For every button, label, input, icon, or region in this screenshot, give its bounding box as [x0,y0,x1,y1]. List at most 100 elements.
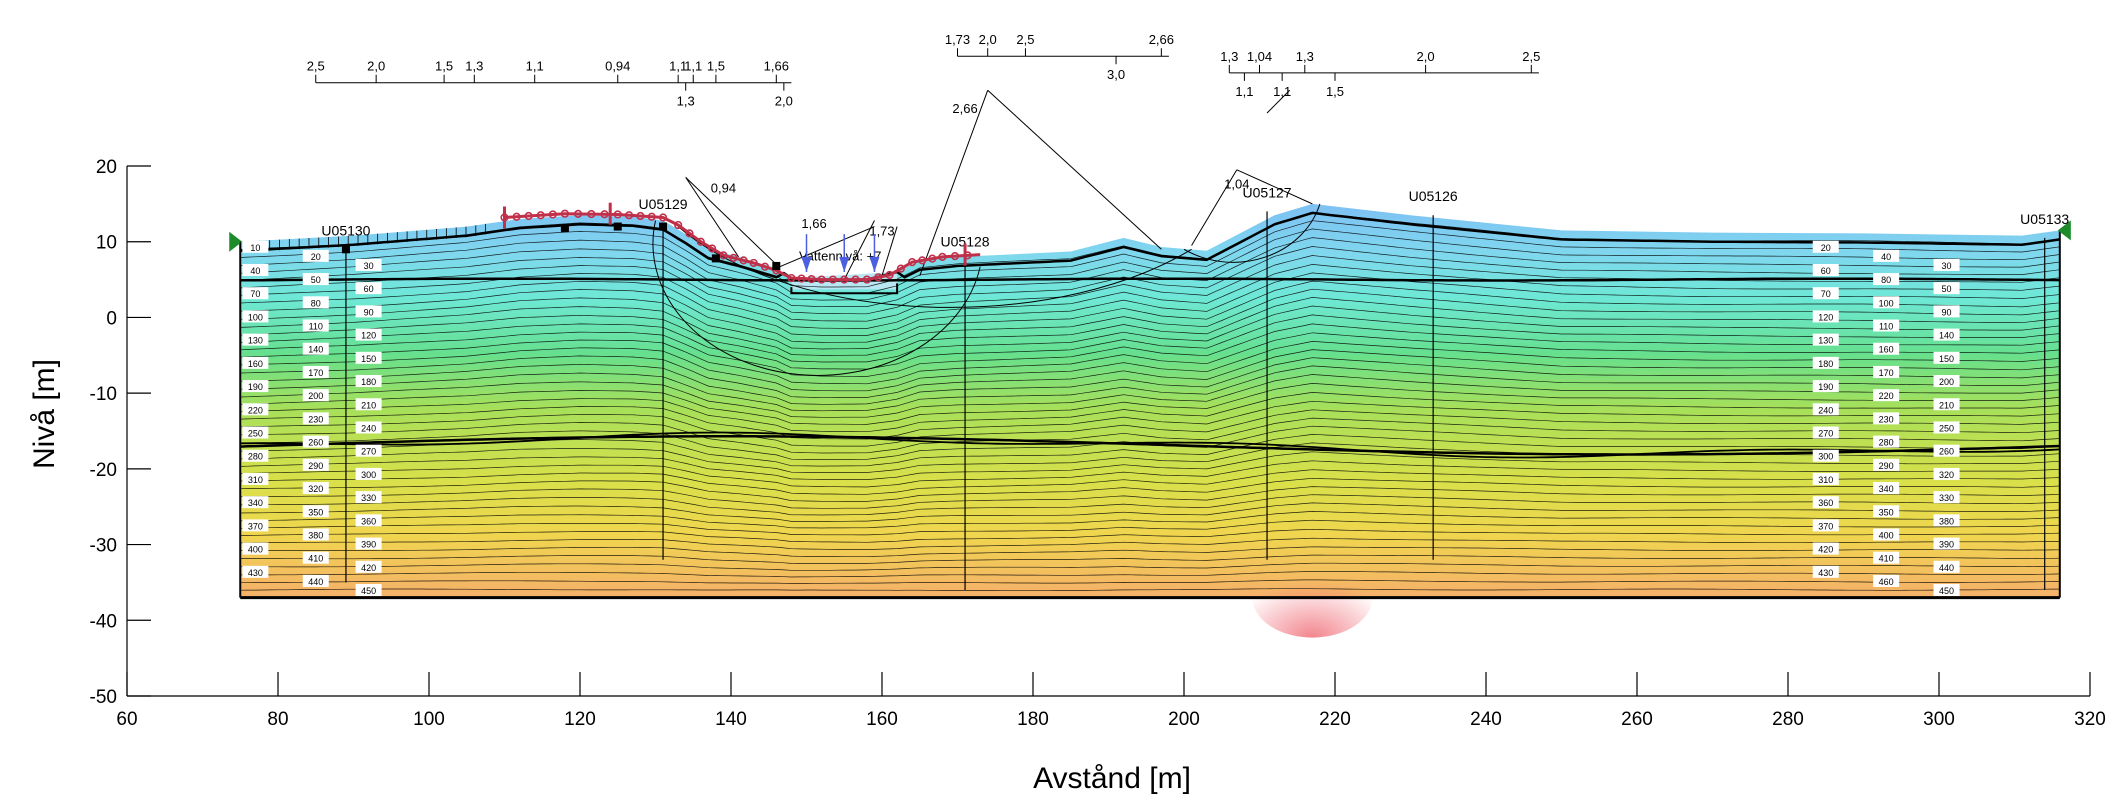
protection-node [685,229,694,238]
contour-tag-value: 340 [248,498,263,508]
contour-tag-value: 320 [1939,470,1954,480]
contour-tag-box [1873,528,1900,541]
contour-line [240,341,2060,392]
contour-tag-box [1933,560,1960,573]
protection-node [560,209,570,218]
contour-tag: 160 [1873,342,1900,355]
scale-top-label: 1,73 [945,32,970,47]
contour-tag-box [1873,249,1900,262]
contour-tag-value: 20 [311,252,321,262]
contour-tag-box [1812,542,1839,555]
scale-bottom-label: 1,1 [1273,84,1291,99]
borehole-label: U05126 [1409,188,1458,204]
protection-node [840,275,849,284]
contour-tag: 130 [1812,333,1839,346]
contour-tag-box [1873,505,1900,518]
contour-tag-box [355,375,382,388]
contour-tag-value: 110 [309,322,323,332]
contour-tag: 370 [242,519,269,532]
contour-tag-value: 190 [248,382,263,392]
contour-tag-value: 120 [1818,312,1833,322]
contour-tag-box [1933,398,1960,411]
left-boundary-marker [229,231,243,252]
x-tick-label: 140 [715,709,747,730]
contour-tag-value: 430 [1818,568,1833,578]
contour-tag: 140 [1933,328,1960,341]
contour-tag: 430 [242,565,269,578]
scale-bottom-label: 2,0 [775,94,793,109]
contour-tag-box [302,273,329,286]
contour-tag-value: 390 [361,540,376,550]
contour-tag-box [1812,472,1839,485]
protection-node [729,253,738,262]
contour-line [240,588,2060,592]
leader-line [1266,89,1291,114]
contour-tag-box [302,342,329,355]
contour-line [240,228,2060,301]
scale-top-label: 1,1 [684,59,702,74]
water-level-arrowhead [869,256,880,272]
contour-tag: 370 [1812,519,1839,532]
contour-tag: 150 [355,351,382,364]
scale-top-label: 1,3 [1220,49,1238,64]
contour-tag: 230 [302,412,329,425]
contour-tag-value: 290 [1879,461,1894,471]
protection-node [719,251,728,260]
contour-tag: 60 [355,282,382,295]
contour-tag: 240 [355,421,382,434]
contour-tag-box [355,514,382,527]
contour-tag-box [242,565,269,578]
contour-tag-box [1812,519,1839,532]
contour-tag-value: 410 [1879,554,1894,564]
contour-tag-value: 170 [308,368,323,378]
protection-node [787,273,796,283]
contour-tag: 450 [355,584,382,597]
contour-tag-value: 260 [308,438,323,448]
contour-tag-value: 190 [1818,382,1833,392]
contour-tag: 410 [302,551,329,564]
contour-tag-box [1873,435,1900,448]
contour-tag: 190 [1812,380,1839,393]
contour-tag: 280 [1873,435,1900,448]
protection-node [908,258,917,267]
contour-tag-box [302,435,329,448]
protection-node [674,220,683,230]
x-tick-label: 80 [267,709,288,730]
contour-tag: 50 [1933,282,1960,295]
slip-surface-label: 1,04 [1224,177,1249,192]
protection-node [708,244,717,253]
deep-layer-boundary-secondary [240,431,2060,459]
leader-line [987,89,1162,250]
contour-tag-value: 40 [1881,252,1891,262]
contour-tag-value: 310 [248,475,263,485]
protection-node [600,210,609,219]
contour-tag: 190 [242,380,269,393]
contour-tag: 310 [242,472,269,485]
contour-tag-value: 120 [361,331,376,341]
contour-tag: 170 [302,365,329,378]
contour-tag: 100 [1873,296,1900,309]
protection-node [862,275,872,284]
layer-boundaries [229,211,2071,600]
protection-node [896,264,905,273]
contour-tag: 250 [1933,421,1960,434]
contour-line [240,400,2060,440]
contour-tag: 300 [1812,449,1839,462]
contour-tag: 210 [1933,398,1960,411]
contour-tag: 360 [1812,496,1839,509]
contour-tag-value: 440 [308,577,323,587]
contour-tag-value: 420 [361,563,376,573]
contour-tag-box [242,263,269,276]
contour-tag: 380 [302,528,329,541]
contour-tag: 110 [302,319,329,332]
contour-tag-value: 260 [1939,447,1954,457]
contour-tag-box [1933,491,1960,504]
contour-tag: 390 [1933,537,1960,550]
leader-line [843,220,875,280]
contour-tag: 270 [1812,426,1839,439]
contour-tag-box [302,319,329,332]
layer-node [613,222,622,231]
protection-node [636,211,645,221]
contour-tag-box [1933,351,1960,364]
